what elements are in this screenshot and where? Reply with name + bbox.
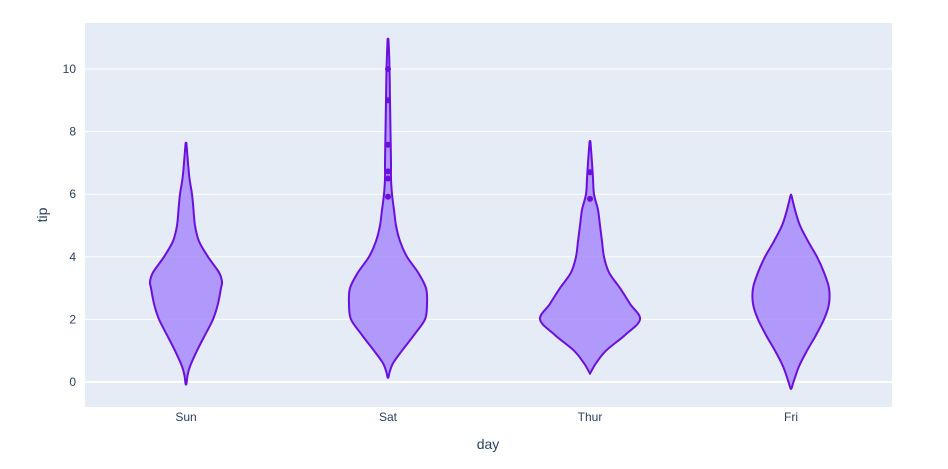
x-axis-title: day [477, 436, 500, 452]
gridlines [85, 68, 892, 383]
violin-shape [538, 140, 642, 375]
x-axis-ticks: Sun Sat Thur Fri [175, 410, 798, 424]
x-tick-label: Sat [379, 410, 398, 424]
violin-sat[interactable] [347, 37, 429, 379]
outlier-point[interactable] [385, 66, 391, 72]
violin-fri[interactable] [751, 193, 831, 391]
y-axis-title: tip [34, 207, 50, 222]
y-tick-label: 6 [69, 187, 76, 201]
y-tick-label: 2 [69, 312, 76, 326]
violins [148, 37, 831, 391]
outlier-point[interactable] [587, 195, 593, 202]
y-tick-label: 0 [69, 375, 76, 389]
outlier-point[interactable] [385, 193, 391, 200]
violin-sun[interactable] [148, 141, 224, 386]
y-axis-ticks: 0 2 4 6 8 10 [63, 62, 77, 389]
outlier-point[interactable] [385, 141, 391, 148]
y-tick-label: 10 [63, 62, 77, 76]
plot-background [85, 23, 892, 407]
violin-thur[interactable] [538, 140, 642, 375]
y-tick-label: 8 [69, 125, 76, 139]
outlier-point[interactable] [385, 97, 391, 104]
x-tick-label: Thur [578, 410, 603, 424]
x-tick-label: Fri [784, 410, 798, 424]
y-tick-label: 4 [69, 250, 76, 264]
violin-shape [148, 141, 224, 386]
outlier-point[interactable] [385, 175, 391, 182]
outlier-point[interactable] [587, 169, 593, 176]
outlier-point[interactable] [385, 168, 391, 175]
violin-shape [751, 193, 831, 391]
violin-shape [347, 37, 429, 379]
x-tick-label: Sun [175, 410, 196, 424]
